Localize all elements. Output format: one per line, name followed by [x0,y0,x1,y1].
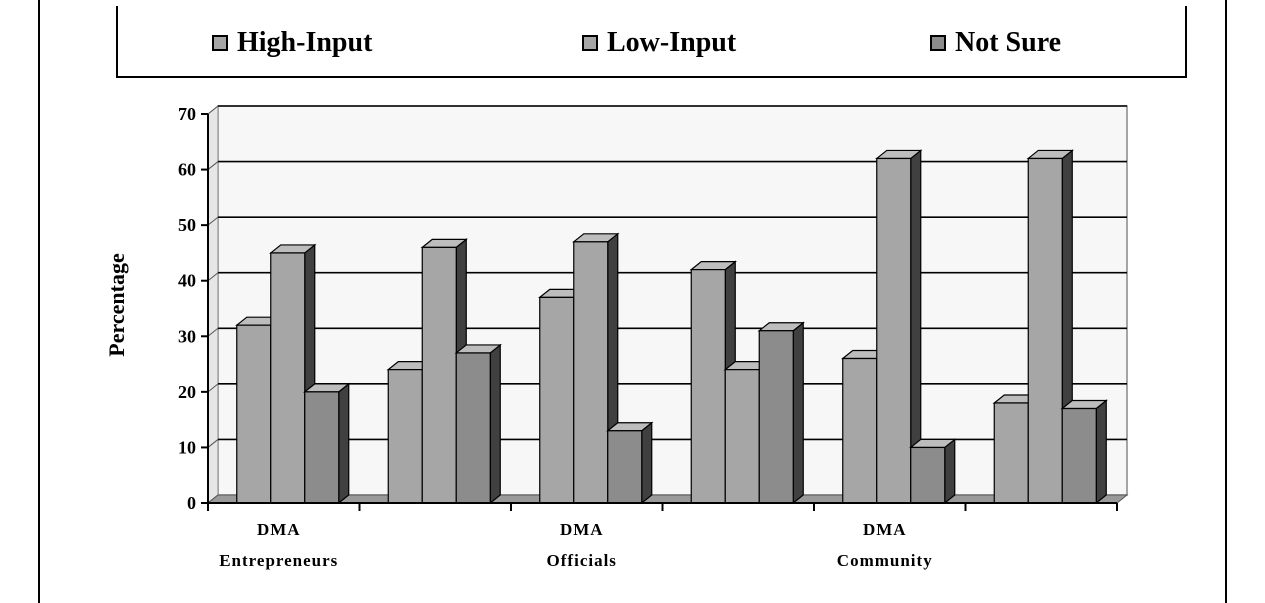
x-category-label-line2: Community [837,551,933,570]
y-tick-label: 50 [178,215,196,235]
gridline-depth [207,161,219,170]
y-tick-label: 0 [187,493,196,513]
legend-entry-low-input: Low-Input [582,27,737,58]
bar-front [455,352,491,504]
y-tick-label: 60 [178,160,196,180]
gridline-depth [207,383,219,393]
legend-label-not-sure: Not Sure [955,27,1062,58]
bar [1060,399,1108,505]
bar-front [270,252,306,504]
y-axis-label: Percentage [104,253,129,357]
bar-front [758,330,794,504]
bar-front [993,402,1029,504]
bar-front [236,324,272,504]
plot-background [207,104,1128,505]
bar-front [1027,157,1063,504]
y-tick-label: 40 [178,271,196,291]
x-category-label-line2: Officials [547,551,617,570]
gridline-depth [207,272,219,282]
bar-side [792,321,804,505]
bar [875,149,923,505]
bar [454,343,502,505]
bars [235,149,1108,505]
bar [606,421,654,505]
legend-swatch-low-input [582,35,598,51]
bar-front [421,246,457,504]
bar-front [724,369,760,504]
bar-side [1095,399,1107,505]
y-tick-label: 10 [178,437,196,457]
y-tick-label: 70 [178,104,196,124]
x-category-label-line2: Entrepreneurs [219,551,338,570]
bar-front [910,446,946,504]
left-border-rule [38,0,40,603]
legend-label-low-input: Low-Input [607,27,737,58]
y-tick-label: 30 [178,326,196,346]
bar [689,260,737,505]
legend-swatch-high-input [212,35,228,51]
x-category-label-line1: DMA [560,520,604,539]
bar-front [539,296,575,504]
bar-side [338,382,350,505]
x-category-label-line1: DMA [863,520,907,539]
gridline-depth [207,105,219,115]
y-tick-label: 20 [178,382,196,402]
gridlines [207,105,1127,504]
gridline-depth [207,439,219,448]
bar-front [607,430,643,504]
bar [723,360,771,505]
right-border-rule [1225,0,1227,603]
gridline-depth [207,216,219,226]
bar-side [489,343,501,505]
legend-entry-high-input: High-Input [212,27,373,58]
legend: High-Input Low-Input Not Sure [116,6,1187,78]
bar [909,438,957,505]
bar-front [842,357,878,504]
x-category-label-line1: DMA [257,520,301,539]
bar-front [387,369,423,504]
bar-front [1061,407,1097,504]
plot-back-wall [217,105,1128,496]
legend-entry-not-sure: Not Sure [930,27,1062,58]
bar-front [304,391,340,504]
bar-side [641,421,653,505]
legend-swatch-not-sure [930,35,946,51]
bar-front [573,241,609,504]
bar [757,321,805,505]
bar-front [876,157,912,504]
bar-side [944,438,956,505]
bar [303,382,351,505]
bar [572,232,620,505]
bar-front [690,269,726,504]
gridline-depth [207,327,219,337]
legend-label-high-input: High-Input [237,27,373,58]
axes: 0 10 20 30 40 50 60 70 DMA Entrepreneurs DMA Offici… [178,104,1118,570]
